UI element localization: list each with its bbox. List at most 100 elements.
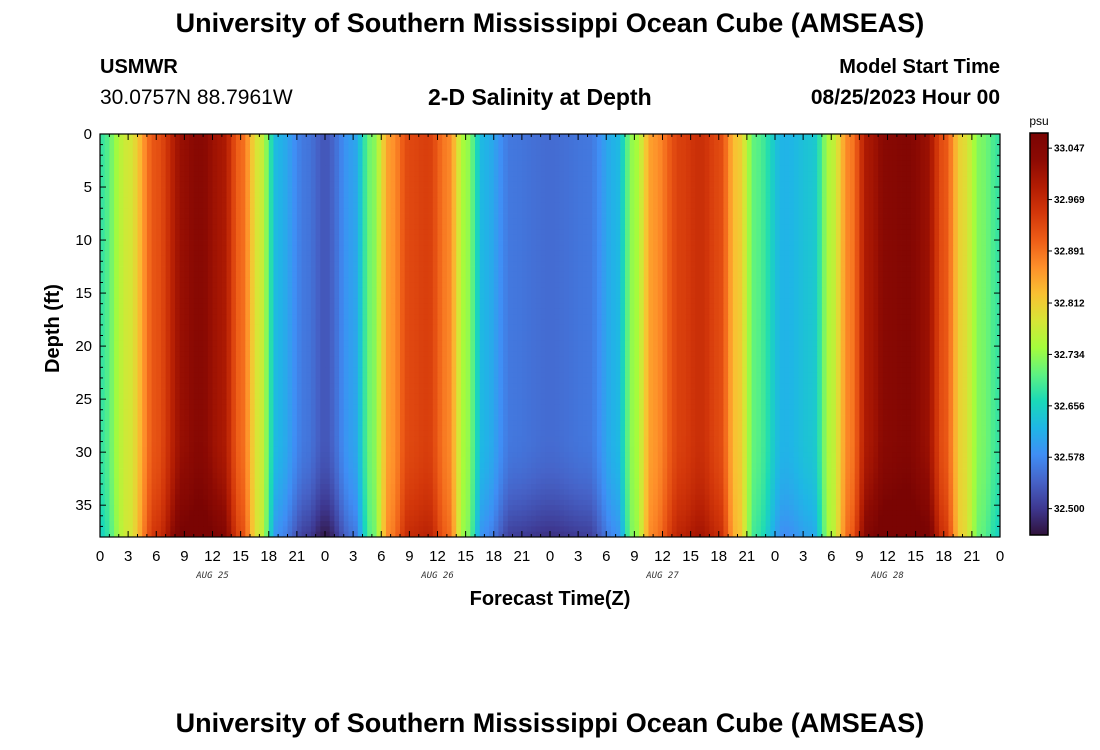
heatmap-cell: [882, 213, 888, 220]
heatmap-cell: [362, 197, 368, 204]
heatmap-cell: [906, 134, 912, 140]
heatmap-cell: [910, 245, 917, 252]
heatmap-cell: [353, 261, 359, 267]
heatmap-cell: [493, 155, 499, 161]
heatmap-cell: [962, 197, 968, 204]
heatmap-cell: [175, 187, 181, 193]
heatmap-cell: [742, 250, 748, 257]
heatmap-cell: [339, 229, 345, 236]
heatmap-cell: [671, 240, 677, 246]
heatmap-cell: [437, 165, 443, 172]
heatmap-cell: [892, 250, 898, 257]
heatmap-cell: [587, 165, 593, 172]
heatmap-cell: [104, 261, 110, 267]
heatmap-cell: [100, 240, 106, 246]
heatmap-cell: [423, 171, 429, 177]
heatmap-cell: [160, 144, 167, 151]
heatmap-cell: [531, 187, 537, 193]
heatmap-cell: [428, 181, 434, 188]
heatmap-cell: [620, 176, 626, 183]
heatmap-cell: [929, 250, 935, 257]
heatmap-cell: [348, 187, 354, 193]
heatmap-cell: [179, 134, 185, 140]
heatmap-cell: [320, 245, 326, 252]
heatmap-cell: [578, 224, 584, 230]
heatmap-cell: [156, 192, 162, 199]
heatmap-cell: [179, 261, 185, 267]
heatmap-cell: [146, 218, 152, 225]
heatmap-cell: [357, 208, 363, 214]
heatmap-cell: [732, 202, 738, 209]
heatmap-cell: [775, 149, 781, 156]
heatmap-cell: [714, 155, 720, 161]
heatmap-cell: [610, 266, 617, 273]
heatmap-cell: [967, 202, 973, 209]
heatmap-cell: [840, 224, 846, 230]
heatmap-cell: [432, 134, 438, 140]
heatmap-cell: [648, 261, 654, 267]
heatmap-cell: [240, 165, 246, 172]
heatmap-cell: [418, 245, 424, 252]
heatmap-cell: [906, 213, 912, 220]
heatmap-cell: [896, 165, 902, 172]
heatmap-cell: [362, 234, 368, 241]
heatmap-cell: [653, 266, 659, 273]
heatmap-cell: [976, 155, 982, 161]
heatmap-cell: [418, 261, 424, 267]
heatmap-cell: [559, 266, 565, 273]
heatmap-cell: [179, 208, 185, 214]
heatmap-cell: [362, 134, 368, 140]
heatmap-cell: [315, 176, 321, 183]
heatmap-cell: [765, 266, 771, 273]
heatmap-cell: [189, 229, 195, 236]
heatmap-cell: [634, 144, 640, 151]
heatmap-cell: [179, 155, 185, 161]
heatmap-cell: [404, 234, 410, 241]
heatmap-cell: [235, 134, 242, 140]
heatmap-cell: [353, 192, 359, 199]
heatmap-cell: [812, 250, 818, 257]
heatmap-cell: [118, 165, 124, 172]
heatmap-cell: [854, 240, 860, 246]
heatmap-cell: [868, 149, 874, 156]
heatmap-cell: [165, 134, 171, 140]
heatmap-cell: [221, 155, 227, 161]
heatmap-cell: [732, 134, 738, 140]
heatmap-cell: [376, 218, 382, 225]
heatmap-cell: [334, 261, 340, 267]
heatmap-cell: [259, 144, 265, 151]
heatmap-cell: [985, 165, 992, 172]
heatmap-cell: [634, 255, 640, 262]
heatmap-cell: [643, 250, 649, 257]
heatmap-cell: [906, 181, 912, 188]
heatmap-cell: [718, 160, 724, 167]
heatmap-cell: [493, 208, 499, 214]
heatmap-cell: [685, 197, 692, 204]
heatmap-cell: [681, 255, 687, 262]
heatmap-cell: [662, 165, 668, 172]
heatmap-cell: [695, 218, 701, 225]
heatmap-cell: [939, 255, 945, 262]
heatmap-cell: [212, 245, 218, 252]
heatmap-cell: [596, 176, 602, 183]
heatmap-cell: [109, 176, 115, 183]
heatmap-cell: [432, 176, 438, 183]
heatmap-cell: [334, 149, 340, 156]
heatmap-cell: [615, 255, 621, 262]
heatmap-cell: [775, 245, 781, 252]
heatmap-cell: [957, 266, 963, 273]
heatmap-cell: [320, 165, 326, 172]
heatmap-cell: [807, 155, 813, 161]
heatmap-cell: [985, 149, 992, 156]
heatmap-cell: [910, 134, 917, 140]
heatmap-cell: [737, 176, 743, 183]
heatmap-cell: [971, 266, 977, 273]
heatmap-cell: [925, 240, 931, 246]
heatmap-cell: [629, 134, 635, 140]
heatmap-cell: [240, 218, 246, 225]
heatmap-cell: [423, 149, 429, 156]
heatmap-cell: [362, 192, 368, 199]
heatmap-cell: [503, 218, 509, 225]
heatmap-cell: [751, 155, 757, 161]
heatmap-cell: [348, 134, 354, 140]
